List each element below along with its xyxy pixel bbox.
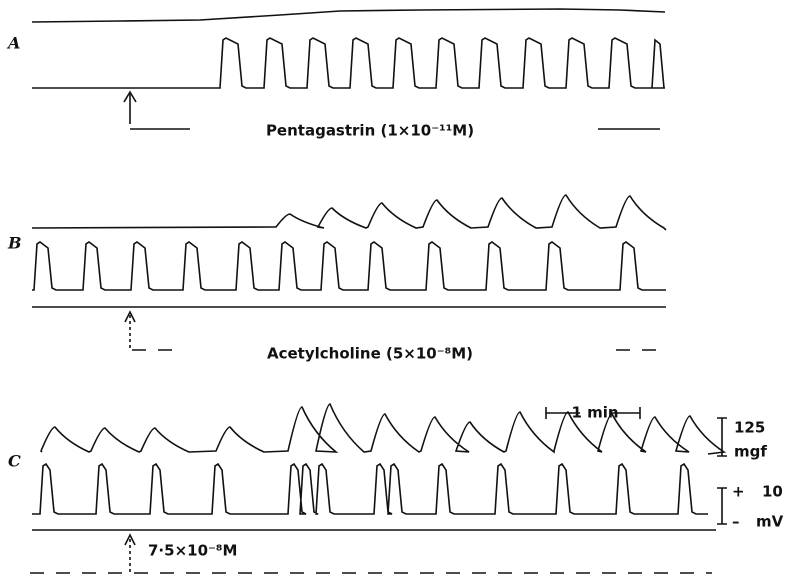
force-scale-bar xyxy=(717,417,727,457)
arrow-head xyxy=(123,90,137,103)
force-trace xyxy=(40,403,727,455)
agent-label: 7·5×10⁻⁸M xyxy=(148,542,237,560)
time-scale: 1 min xyxy=(571,404,618,422)
agent-label: Acetylcholine (5×10⁻⁸M) xyxy=(267,345,473,363)
agent-label: Pentagastrin (1×10⁻¹¹M) xyxy=(266,122,474,140)
voltage-minus: – xyxy=(732,513,740,531)
voltage-value: 10 xyxy=(762,483,783,501)
arrow-head xyxy=(124,310,136,323)
force-unit: mgf xyxy=(734,443,767,461)
panel-label: B xyxy=(7,234,22,253)
voltage-trace xyxy=(651,38,665,89)
voltage-plus: + xyxy=(732,483,745,501)
panel-label: A xyxy=(6,34,20,53)
force-value: 125 xyxy=(734,419,765,437)
force-trace xyxy=(31,8,666,23)
voltage-trace xyxy=(32,241,666,291)
panel-label: C xyxy=(8,452,21,471)
voltage-trace xyxy=(32,462,708,515)
voltage-scale-bar xyxy=(717,487,727,525)
voltage-unit: mV xyxy=(756,513,784,531)
force-trace xyxy=(31,194,667,231)
arrow-head xyxy=(124,533,136,546)
voltage-trace xyxy=(32,37,665,89)
